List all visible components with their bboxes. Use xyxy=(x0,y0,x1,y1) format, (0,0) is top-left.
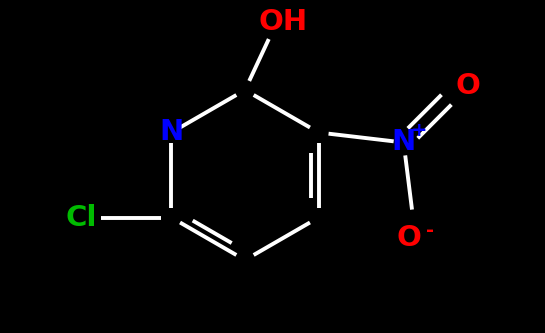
Text: +: + xyxy=(411,121,428,140)
Text: OH: OH xyxy=(258,8,307,36)
Text: O: O xyxy=(455,72,480,100)
Text: -: - xyxy=(426,221,434,240)
Text: Cl: Cl xyxy=(65,203,97,231)
Text: N: N xyxy=(391,129,416,157)
Text: N: N xyxy=(159,119,184,147)
Text: O: O xyxy=(396,223,421,251)
